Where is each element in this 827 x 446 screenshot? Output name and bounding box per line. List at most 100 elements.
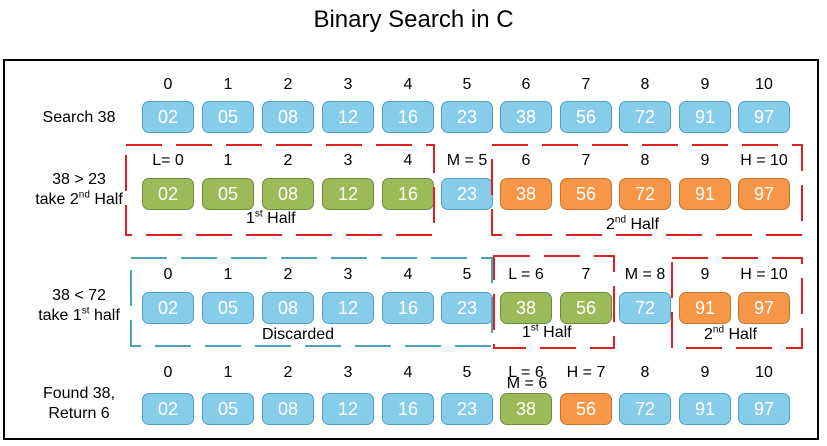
- note-discarded: Discarded: [262, 326, 335, 343]
- row4-index-0: 0: [163, 364, 173, 381]
- row1-index-8: 8: [640, 76, 650, 93]
- row2-index-2: 2: [283, 152, 293, 169]
- row3-cell-10: 97: [738, 292, 790, 324]
- row3-index-6: L = 6: [508, 266, 544, 283]
- note-row2-second-half: 2nd Half: [606, 214, 659, 233]
- diagram-frame: [3, 59, 819, 440]
- row4-cell-6: 38: [500, 393, 552, 425]
- row-label-found: Found 38, Return 6: [42, 385, 116, 422]
- row1-cell-7: 56: [560, 101, 612, 133]
- row4-cell-8: 72: [619, 393, 671, 425]
- row2-cell-6: 38: [500, 178, 552, 210]
- row1-index-3: 3: [343, 76, 353, 93]
- row4-cell-1: 05: [202, 393, 254, 425]
- row4-index-5: 5: [462, 364, 472, 381]
- row2-cell-3: 12: [322, 178, 374, 210]
- row4-cell-5: 23: [441, 393, 493, 425]
- row1-index-0: 0: [163, 76, 173, 93]
- row4-index-10: 10: [755, 364, 773, 381]
- row3-index-7: 7: [581, 266, 591, 283]
- row2-cell-1: 05: [202, 178, 254, 210]
- row3-index-4: 4: [403, 266, 413, 283]
- row3-index-1: 1: [223, 266, 233, 283]
- row2-cell-2: 08: [262, 178, 314, 210]
- row1-cell-10: 97: [738, 101, 790, 133]
- row2-index-6: 6: [521, 152, 531, 169]
- row3-index-0: 0: [163, 266, 173, 283]
- bracket-row2-second-half: [491, 144, 803, 236]
- row2-index-9: 9: [700, 152, 710, 169]
- page-title: Binary Search in C: [313, 6, 514, 33]
- row1-index-9: 9: [700, 76, 710, 93]
- bracket-row3-discarded: [130, 257, 493, 347]
- row3-index-10: H = 10: [740, 266, 788, 283]
- row1-cell-5: 23: [441, 101, 493, 133]
- row2-cell-9: 91: [679, 178, 731, 210]
- row3-index-3: 3: [343, 266, 353, 283]
- row2-cell-4: 16: [382, 178, 434, 210]
- row4-cell-9: 91: [679, 393, 731, 425]
- row2-index-10: H = 10: [740, 152, 788, 169]
- row1-cell-9: 91: [679, 101, 731, 133]
- row2-index-0: L= 0: [152, 152, 184, 169]
- row3-cell-1: 05: [202, 292, 254, 324]
- row2-index-7: 7: [581, 152, 591, 169]
- row2-index-8: 8: [640, 152, 650, 169]
- row1-index-7: 7: [581, 76, 591, 93]
- row1-index-6: 6: [521, 76, 531, 93]
- row3-index-5: 5: [462, 266, 472, 283]
- note-row2-first-half: 1st Half: [246, 208, 296, 227]
- row4-cell-0: 02: [142, 393, 194, 425]
- row1-index-1: 1: [223, 76, 233, 93]
- row4-cell-10: 97: [738, 393, 790, 425]
- row1-cell-0: 02: [142, 101, 194, 133]
- row3-cell-3: 12: [322, 292, 374, 324]
- bracket-row3-second-half: [671, 257, 803, 349]
- row2-index-3: 3: [343, 152, 353, 169]
- row3-cell-7: 56: [560, 292, 612, 324]
- row3-cell-2: 08: [262, 292, 314, 324]
- row1-cell-6: 38: [500, 101, 552, 133]
- row3-cell-6: 38: [500, 292, 552, 324]
- row2-cell-7: 56: [560, 178, 612, 210]
- row1-index-2: 2: [283, 76, 293, 93]
- row-label-search: Search 38: [42, 109, 116, 126]
- row1-cell-8: 72: [619, 101, 671, 133]
- row3-cell-5: 23: [441, 292, 493, 324]
- row2-index-5: M = 5: [446, 152, 488, 169]
- row1-cell-2: 08: [262, 101, 314, 133]
- row4-cell-3: 12: [322, 393, 374, 425]
- row-label-step2: 38 < 72 take 1st half: [38, 287, 120, 324]
- note-row3-first-half: 1st Half: [522, 322, 572, 341]
- row2-index-4: 4: [403, 152, 413, 169]
- row4-index-2: 2: [283, 364, 293, 381]
- row4-index-1: 1: [223, 364, 233, 381]
- row4-index-8: 8: [640, 364, 650, 381]
- row2-cell-0: 02: [142, 178, 194, 210]
- row4-index-mid: M = 6: [506, 375, 548, 392]
- row2-cell-10: 97: [738, 178, 790, 210]
- row4-cell-7: 56: [560, 393, 612, 425]
- row-label-step1: 38 > 23 take 2nd Half: [35, 171, 123, 208]
- note-row3-second-half: 2nd Half: [704, 324, 757, 343]
- row3-index-8: M = 8: [624, 266, 666, 283]
- row1-index-10: 10: [755, 76, 773, 93]
- row3-cell-4: 16: [382, 292, 434, 324]
- row1-cell-1: 05: [202, 101, 254, 133]
- row3-index-9: 9: [700, 266, 710, 283]
- row1-index-4: 4: [403, 76, 413, 93]
- row4-index-6: L = 6: [508, 364, 544, 381]
- row3-cell-9: 91: [679, 292, 731, 324]
- row4-index-9: 9: [700, 364, 710, 381]
- bracket-row2-first-half: [125, 144, 435, 236]
- row4-cell-2: 08: [262, 393, 314, 425]
- row4-index-7: H = 7: [566, 364, 606, 381]
- row3-cell-0: 02: [142, 292, 194, 324]
- bracket-row3-first-half: [493, 255, 615, 349]
- row2-cell-8: 72: [619, 178, 671, 210]
- row1-cell-3: 12: [322, 101, 374, 133]
- row1-index-5: 5: [462, 76, 472, 93]
- row4-index-3: 3: [343, 364, 353, 381]
- row3-index-2: 2: [283, 266, 293, 283]
